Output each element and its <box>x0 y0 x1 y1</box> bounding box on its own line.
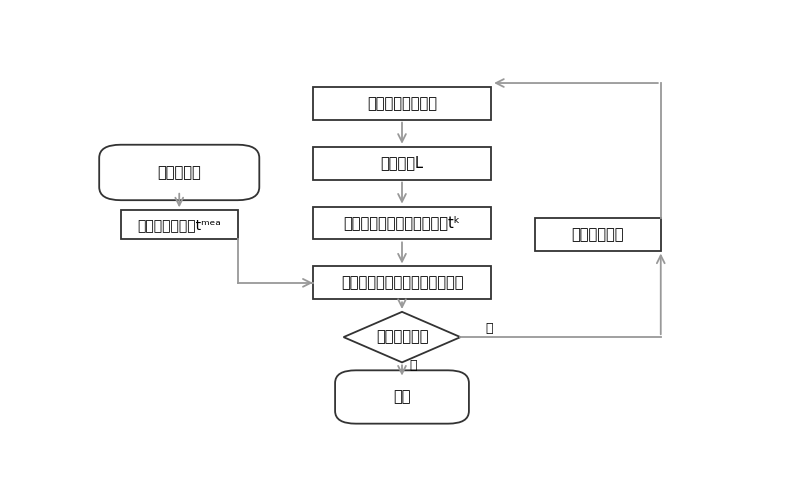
Text: 误差满足要求: 误差满足要求 <box>376 330 428 345</box>
Text: 初始慢度模型下的理论走时tᵏ: 初始慢度模型下的理论走时tᵏ <box>344 215 461 230</box>
FancyBboxPatch shape <box>99 145 260 200</box>
Text: 定义初始慢度模型: 定义初始慢度模型 <box>367 96 437 111</box>
Text: 检波器数据: 检波器数据 <box>157 165 201 180</box>
Text: 否: 否 <box>485 322 492 334</box>
Text: 系数矩阵L: 系数矩阵L <box>380 156 423 171</box>
FancyBboxPatch shape <box>335 370 469 424</box>
Bar <box>313 147 491 179</box>
Text: 理论走时和提取走时之间的误差: 理论走时和提取走时之间的误差 <box>341 276 463 290</box>
Text: 结束: 结束 <box>393 389 410 404</box>
Bar <box>121 210 237 240</box>
Text: 是: 是 <box>410 359 417 372</box>
Text: 传输信号初至时tᵐᵉᵃ: 传输信号初至时tᵐᵉᵃ <box>137 218 222 232</box>
Text: 更新慢度矩阵: 更新慢度矩阵 <box>572 226 624 242</box>
Bar <box>313 207 491 240</box>
Bar <box>313 87 491 120</box>
Bar <box>313 266 491 299</box>
Polygon shape <box>344 312 461 363</box>
Bar <box>534 218 661 251</box>
